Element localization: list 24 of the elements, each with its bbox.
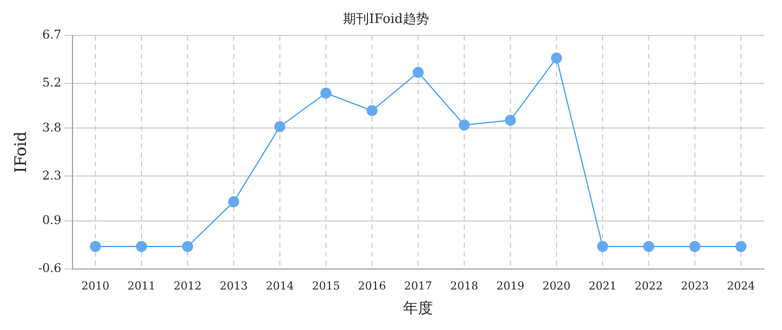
x-tick-label: 2022 (634, 279, 663, 292)
x-tick-label: 2016 (358, 279, 386, 292)
y-tick-label: -0.6 (38, 260, 62, 275)
x-tick-label: 2020 (542, 279, 570, 292)
chart-title: 期刊IFoid趋势 (343, 12, 429, 28)
x-tick-label: 2018 (450, 279, 478, 292)
x-tick-label: 2017 (404, 279, 432, 292)
x-tick-label: 2011 (128, 279, 156, 292)
x-axis-title: 年度 (403, 298, 434, 317)
y-tick-label: 5.2 (42, 76, 62, 90)
x-tick-label: 2013 (220, 279, 248, 292)
x-tick-label: 2012 (174, 279, 202, 292)
y-tick-label: 3.8 (42, 120, 62, 134)
y-tick-label: 2.3 (42, 168, 62, 182)
y-tick-label: 6.7 (42, 28, 62, 42)
x-tick-label: 2014 (266, 279, 294, 292)
x-tick-label: 2015 (312, 279, 340, 292)
x-tick-label: 2010 (81, 279, 110, 292)
x-tick-label: 2021 (588, 279, 617, 292)
y-tick-label: 0.9 (42, 213, 62, 228)
x-tick-label: 2023 (680, 279, 709, 292)
y-axis-title: IFoid (10, 131, 30, 173)
x-tick-label: 2024 (726, 279, 755, 292)
x-tick-label: 2019 (496, 279, 524, 292)
